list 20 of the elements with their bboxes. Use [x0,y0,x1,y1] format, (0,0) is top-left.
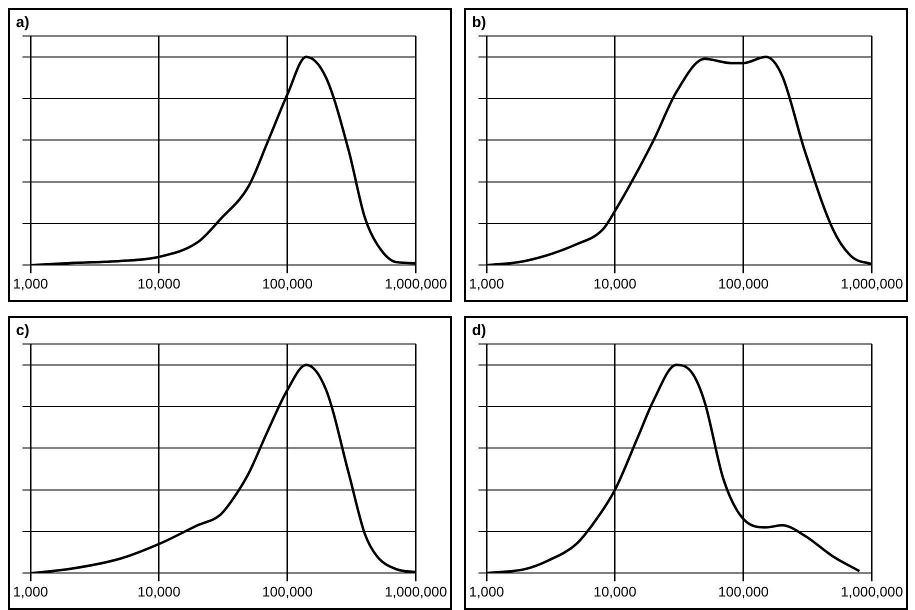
x-tick-label: 1,000,000 [384,275,448,292]
x-tick-label: 1,000,000 [840,275,904,292]
x-tick-label: 100,000 [262,275,313,292]
x-tick-label: 1,000,000 [840,583,904,600]
x-tick-label: 1,000 [468,583,504,600]
x-tick-label: 10,000 [594,275,637,292]
chart-title: b) [472,14,486,32]
x-tick-label: 10,000 [594,583,637,600]
x-tick-label: 10,000 [138,583,181,600]
chart-title: a) [16,14,30,32]
x-tick-label: 10,000 [138,275,181,292]
x-tick-label: 100,000 [718,583,769,600]
x-tick-label: 100,000 [262,583,313,600]
x-tick-label: 100,000 [718,275,769,292]
x-tick-label: 1,000 [12,275,48,292]
x-tick-label: 1,000,000 [384,583,448,600]
chart-title: d) [472,322,486,340]
x-tick-label: 1,000 [468,275,504,292]
chart-title: c) [16,322,30,340]
x-tick-label: 1,000 [12,583,48,600]
